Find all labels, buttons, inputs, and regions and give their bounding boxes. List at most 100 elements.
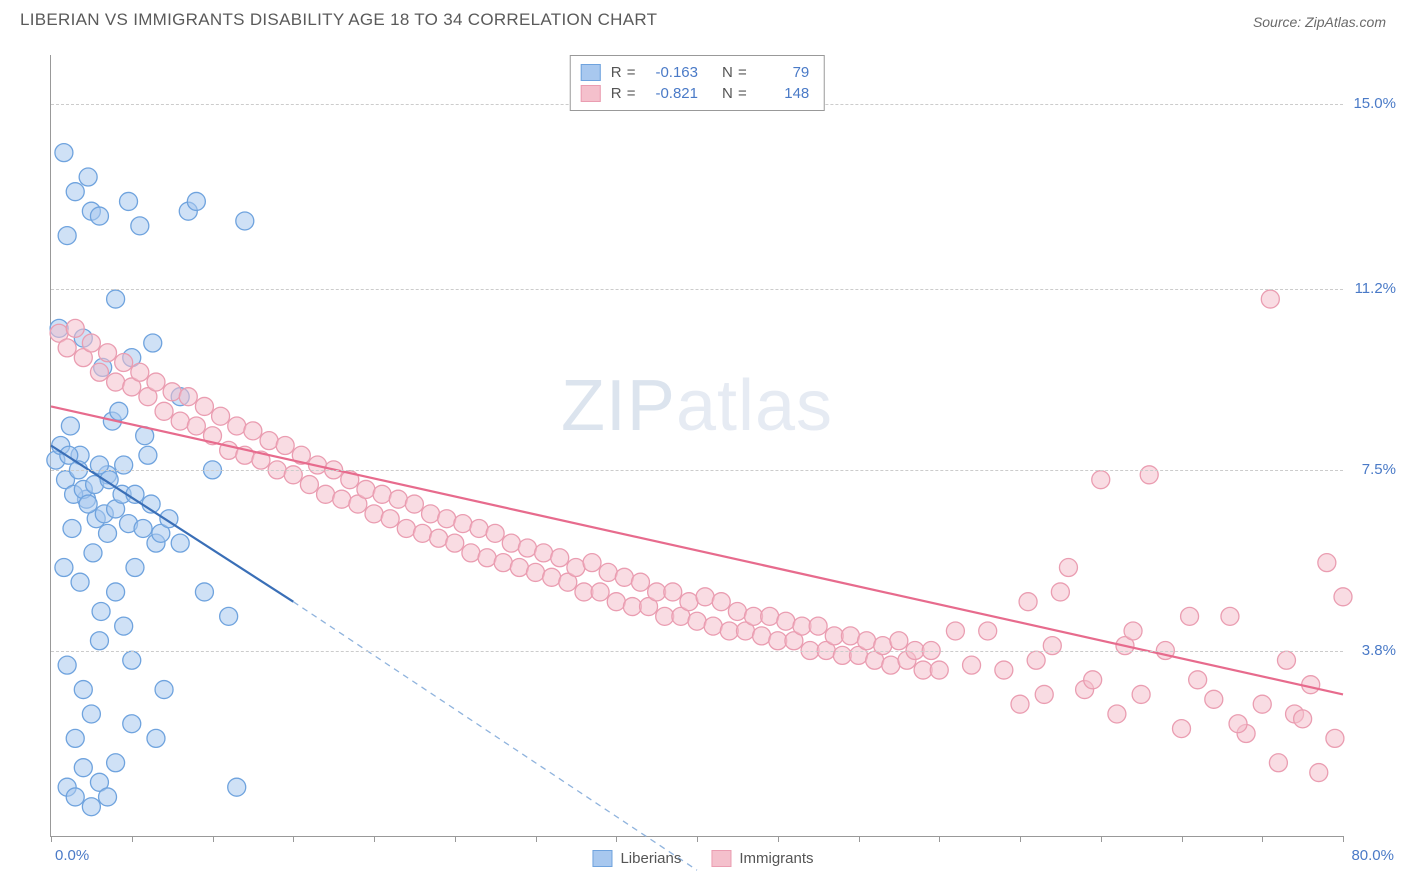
data-point: [1051, 583, 1069, 601]
legend-label-1: Immigrants: [739, 850, 813, 867]
data-point: [890, 632, 908, 650]
x-tick: [939, 836, 940, 842]
data-point: [134, 519, 152, 537]
x-tick: [1182, 836, 1183, 842]
data-point: [1173, 720, 1191, 738]
data-point: [745, 607, 763, 625]
data-point: [551, 549, 569, 567]
data-point: [365, 505, 383, 523]
data-point: [123, 651, 141, 669]
data-point: [430, 529, 448, 547]
data-point: [171, 534, 189, 552]
x-tick: [697, 836, 698, 842]
data-point: [494, 554, 512, 572]
data-point: [599, 563, 617, 581]
data-point: [1269, 754, 1287, 772]
data-point: [107, 373, 125, 391]
data-point: [1205, 690, 1223, 708]
data-point: [1132, 685, 1150, 703]
swatch-series-1: [581, 85, 601, 102]
x-tick: [51, 836, 52, 842]
data-point: [979, 622, 997, 640]
data-point: [195, 583, 213, 601]
data-point: [120, 192, 138, 210]
legend-item-0: Liberians: [592, 850, 681, 867]
data-point: [809, 617, 827, 635]
chart-title: LIBERIAN VS IMMIGRANTS DISABILITY AGE 18…: [20, 10, 657, 30]
data-point: [930, 661, 948, 679]
data-point: [656, 607, 674, 625]
data-point: [79, 495, 97, 513]
x-tick: [213, 836, 214, 842]
data-point: [1334, 588, 1352, 606]
data-point: [648, 583, 666, 601]
data-point: [228, 778, 246, 796]
data-point: [317, 485, 335, 503]
data-point: [607, 593, 625, 611]
x-tick: [132, 836, 133, 842]
data-point: [155, 681, 173, 699]
data-point: [1277, 651, 1295, 669]
x-tick: [293, 836, 294, 842]
scatter-svg: [51, 55, 1343, 836]
data-point: [1221, 607, 1239, 625]
chart-plot-area: ZIPatlas R = -0.163 N = 79 R = -0.821 N …: [50, 55, 1343, 837]
data-point: [1189, 671, 1207, 689]
data-point: [478, 549, 496, 567]
x-tick: [859, 836, 860, 842]
data-point: [107, 290, 125, 308]
data-point: [66, 319, 84, 337]
data-point: [696, 588, 714, 606]
data-point: [115, 617, 133, 635]
data-point: [1326, 729, 1344, 747]
x-tick: [616, 836, 617, 842]
data-point: [131, 217, 149, 235]
data-point: [664, 583, 682, 601]
data-point: [680, 593, 698, 611]
data-point: [131, 363, 149, 381]
data-point: [1019, 593, 1037, 611]
data-point: [583, 554, 601, 572]
stats-n-1: 148: [757, 85, 809, 102]
data-point: [79, 168, 97, 186]
data-point: [825, 627, 843, 645]
data-point: [55, 144, 73, 162]
data-point: [139, 446, 157, 464]
data-point: [882, 656, 900, 674]
data-point: [58, 339, 76, 357]
n-label: N =: [722, 85, 747, 102]
data-point: [74, 759, 92, 777]
data-point: [260, 432, 278, 450]
data-point: [90, 207, 108, 225]
n-label: N =: [722, 64, 747, 81]
gridline: [51, 470, 1343, 471]
data-point: [236, 212, 254, 230]
data-point: [874, 637, 892, 655]
data-point: [769, 632, 787, 650]
data-point: [1059, 559, 1077, 577]
data-point: [66, 729, 84, 747]
data-point: [61, 417, 79, 435]
data-point: [84, 544, 102, 562]
x-tick: [1343, 836, 1344, 842]
data-point: [567, 559, 585, 577]
data-point: [1027, 651, 1045, 669]
data-point: [66, 183, 84, 201]
swatch-series-1: [711, 850, 731, 867]
data-point: [187, 192, 205, 210]
data-point: [373, 485, 391, 503]
data-point: [720, 622, 738, 640]
data-point: [704, 617, 722, 635]
data-point: [163, 383, 181, 401]
x-tick: [374, 836, 375, 842]
data-point: [1108, 705, 1126, 723]
x-tick: [1101, 836, 1102, 842]
data-point: [543, 568, 561, 586]
data-point: [454, 515, 472, 533]
swatch-series-0: [581, 64, 601, 81]
data-point: [510, 559, 528, 577]
data-point: [99, 524, 117, 542]
data-point: [631, 573, 649, 591]
trend-line-dashed: [293, 602, 697, 870]
x-tick: [1020, 836, 1021, 842]
